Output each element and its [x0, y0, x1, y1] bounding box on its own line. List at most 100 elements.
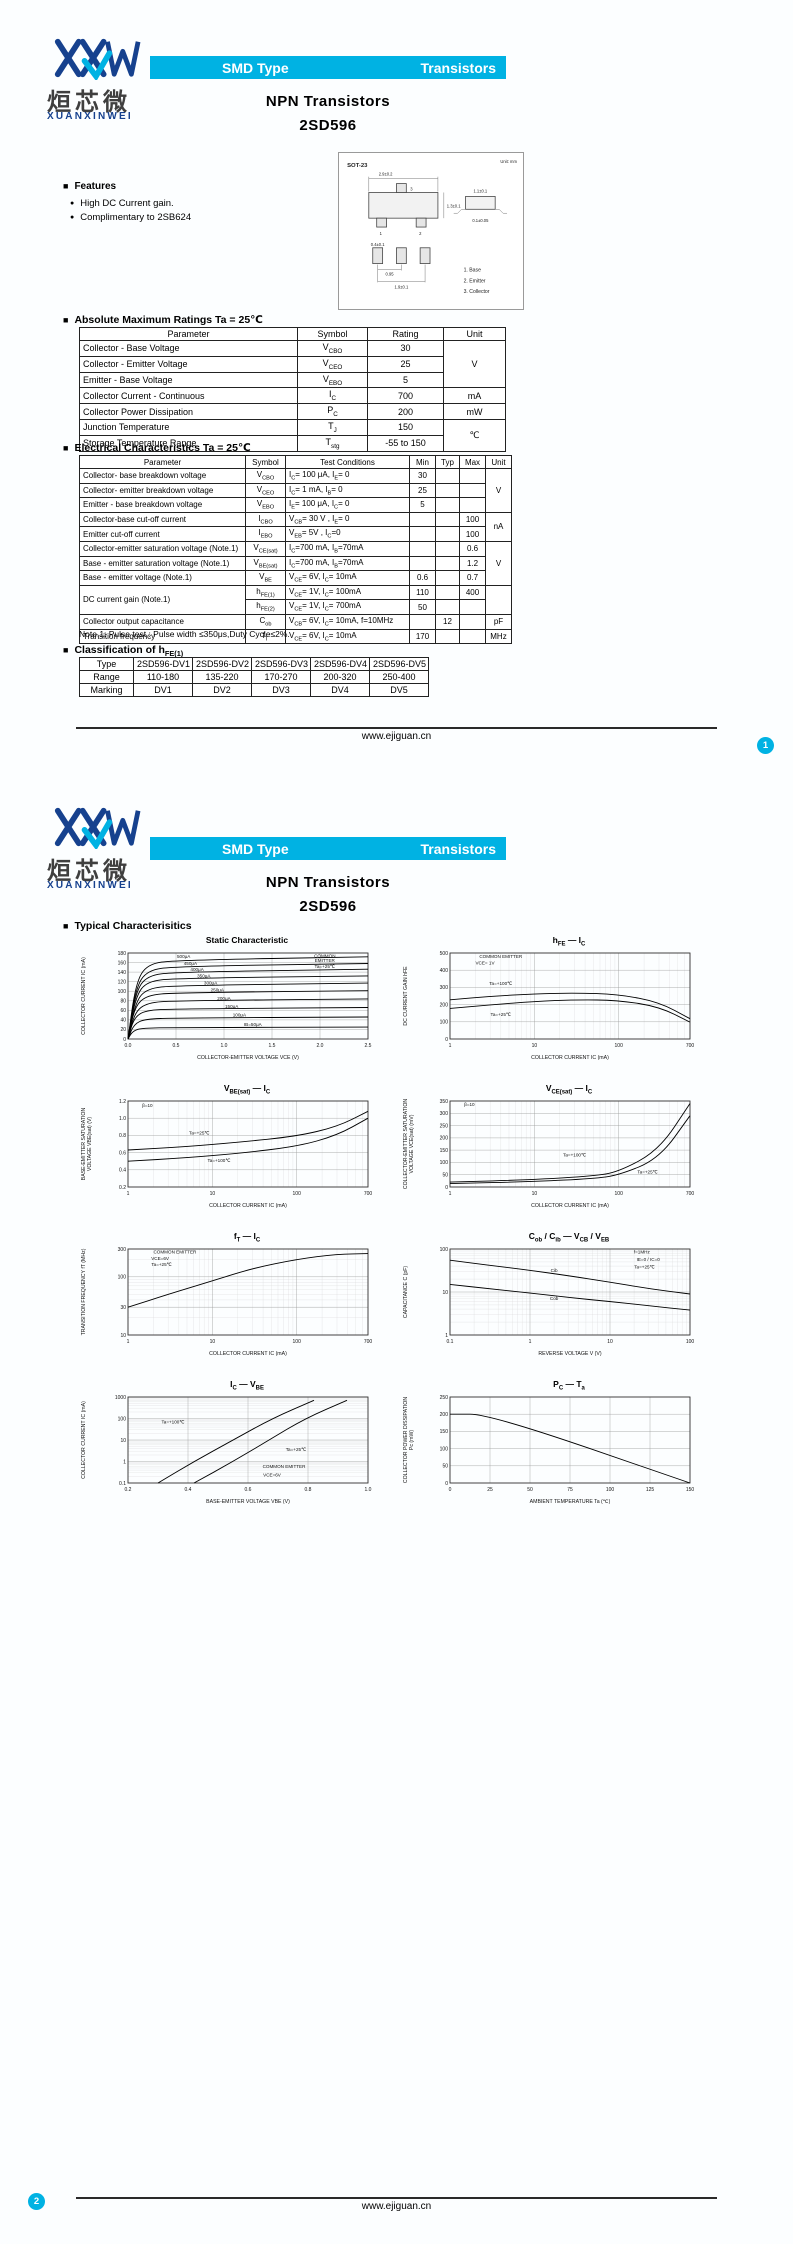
table-cell: VCE= 1V, IC= 100mA [285, 584, 410, 601]
table-cell: ℃ [443, 418, 506, 452]
header-left-label: SMD Type [222, 840, 289, 857]
table-cell: 135-220 [192, 670, 252, 684]
table-cell: DV3 [251, 683, 311, 697]
tick-label: 350 [440, 1099, 449, 1105]
tick-label: 140 [118, 970, 127, 976]
table-cell: nA [485, 511, 512, 542]
table-cell [459, 482, 486, 499]
tick-label: 0.4 [185, 1487, 192, 1493]
table-cell: 0.6 [409, 570, 436, 586]
annotation-label: 250μA [211, 988, 225, 993]
table-cell: VBE [245, 570, 286, 586]
table-cell: 5 [409, 497, 436, 513]
table-cell [485, 584, 512, 615]
table-header-cell: Symbol [297, 327, 368, 341]
bullet-icon: ● [70, 214, 75, 221]
table-header-cell: Test Conditions [285, 455, 410, 469]
tick-label: 200 [440, 1002, 449, 1008]
table-cell: V [485, 540, 512, 586]
section-bullet-icon: ■ [63, 921, 69, 931]
section-bullet-icon: ■ [63, 315, 69, 325]
table-cell: Base - emitter voltage (Note.1) [79, 570, 246, 586]
table-cell: Base - emitter saturation voltage (Note.… [79, 555, 246, 572]
dim-lead-width: 0.4±0.1 [371, 242, 385, 247]
tick-label: 0.8 [305, 1487, 312, 1493]
tick-label: 250 [440, 1395, 449, 1401]
dim-height: 1.1±0.1 [473, 188, 487, 193]
chart-plot: 1 10 100 700 0 50 100 150 200 250 300 350 β=10 Ta=+10… [403, 1099, 695, 1209]
table-cell: Collector- emitter breakdown voltage [79, 482, 246, 499]
table-cell: pF [485, 613, 512, 630]
data-curve [449, 999, 691, 1023]
dim-pitch: 0.95 [386, 271, 395, 276]
tick-label: 300 [440, 1111, 449, 1117]
table-cell [435, 497, 460, 513]
tick-label: 0.6 [119, 1150, 126, 1156]
annotation-label: Ta=+25℃ [634, 1265, 655, 1270]
tick-label: 150 [686, 1487, 695, 1493]
chart-plot: 0.2 0.4 0.6 0.8 1.0 0.1 1 10 100 1000 Ta=+100℃ Ta=+… [81, 1395, 372, 1505]
table-cell: V [443, 339, 506, 389]
table-header-row: Parameter Symbol Rating Unit [79, 327, 506, 341]
table-row: Collector-emitter saturation voltage (No… [79, 540, 512, 586]
tick-label: 0.2 [119, 1185, 126, 1191]
tick-label: 0.2 [125, 1487, 132, 1493]
tick-label: 1 [127, 1191, 130, 1197]
table-header-cell: Unit [443, 327, 506, 341]
tick-label: 700 [686, 1191, 695, 1197]
tick-label: 0.4 [119, 1168, 126, 1174]
chart-pc-vs-ta: PC — Ta 0 25 50 75 100 125 150 0 50 100 150 200 250 A… [400, 1379, 702, 1509]
table-row: Collector Current - Continuous IC 700 mA [79, 387, 506, 405]
axis-label: CAPACITANCE C (pF) [403, 1266, 409, 1319]
table-cell: Range [79, 670, 134, 684]
table-cell: mW [443, 403, 506, 420]
chart-title: VCE(sat) — IC [545, 1083, 593, 1096]
data-curve [127, 1253, 369, 1308]
abs-max-table: Parameter Symbol Rating Unit Collector - Bas… [79, 327, 506, 452]
tick-label: 200 [440, 1136, 449, 1142]
footer-rule [76, 727, 717, 729]
table-cell: 2SD596-DV4 [310, 657, 370, 671]
tick-label: 200 [440, 1412, 449, 1418]
tick-label: 10 [210, 1191, 216, 1197]
table-cell: Collector- base breakdown voltage [79, 468, 246, 484]
table-cell: 2SD596-DV3 [251, 657, 311, 671]
tick-label: 10 [607, 1339, 613, 1345]
table-cell: VCE(sat) [245, 540, 286, 557]
table-cell [409, 540, 436, 557]
feature-item: ● High DC Current gain. [70, 197, 174, 211]
package-diagram: SOT-23 Unit: mm 3 1 2 2.9±0.2 1.3±0.1 [347, 159, 517, 295]
section-heading-label: Electrical Characteristics Ta = 25℃ [74, 442, 251, 454]
classification-heading: ■ Classification of hFE(1) [63, 644, 183, 658]
annotation-label: 200μA [217, 996, 231, 1001]
data-curve [193, 1399, 348, 1484]
table-cell [409, 526, 436, 542]
dim-span: 1.9±0.1 [395, 284, 409, 289]
table-cell: Emitter - Base Voltage [79, 371, 298, 389]
tick-label: 700 [686, 1043, 695, 1049]
table-cell: Emitter - base breakdown voltage [79, 497, 246, 513]
tick-label: 500 [440, 951, 449, 957]
table-cell: hFE(2) [245, 599, 286, 615]
tick-label: 25 [487, 1487, 493, 1493]
table-cell: 110-180 [133, 670, 193, 684]
table-cell: hFE(1) [245, 584, 286, 601]
tick-label: 50 [527, 1487, 533, 1493]
table-row: Type 2SD596-DV1 2SD596-DV2 2SD596-DV3 2SD596… [79, 657, 429, 671]
pin-number: 1 [380, 231, 383, 236]
footer-rule [76, 2197, 717, 2199]
annotation-label: 400μA [190, 967, 204, 972]
tick-label: 100 [440, 1160, 449, 1166]
table-cell [459, 468, 486, 484]
table-cell [435, 468, 460, 484]
axis-label: COLLECTOR-EMITTER VOLTAGE VCE (V) [197, 1055, 299, 1061]
tick-label: 10 [532, 1191, 538, 1197]
tick-label: 100 [118, 1275, 127, 1281]
tick-label: 0 [449, 1487, 452, 1493]
dim-standoff: 0.1±0.05 [472, 218, 489, 223]
table-row: Collector- emitter breakdown voltage VCEO… [79, 482, 512, 499]
chart-title: PC — Ta [553, 1379, 585, 1392]
axis-label: VOLTAGE VCE(sat) (mV) [409, 1114, 415, 1173]
section-heading-label: Features [74, 181, 117, 192]
table-cell: VCE= 6V, IC= 10mA [285, 628, 410, 645]
